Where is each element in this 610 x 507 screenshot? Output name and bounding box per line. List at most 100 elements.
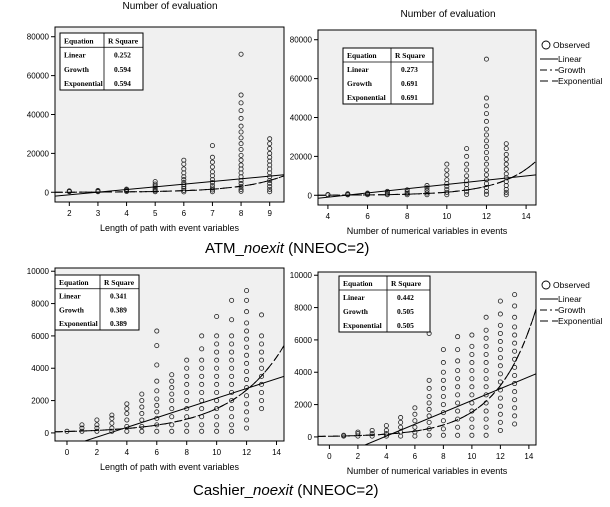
observed-point: [238, 115, 244, 121]
observed-point: [66, 188, 72, 194]
observed-point: [497, 322, 503, 328]
x-tick-label: 2: [95, 448, 100, 457]
observed-point: [184, 389, 190, 395]
observed-point: [244, 336, 250, 342]
observed-point: [503, 166, 509, 172]
observed-point: [199, 389, 205, 395]
observed-point: [455, 392, 461, 398]
observed-point: [199, 365, 205, 371]
y-tick-label: 40000: [290, 114, 313, 123]
observed-point: [483, 327, 489, 333]
observed-point: [440, 426, 446, 432]
observed-point: [238, 157, 244, 163]
table-r-square: 0.505: [397, 321, 414, 330]
observed-point: [267, 150, 273, 156]
observed-point: [512, 397, 518, 403]
table-header: Equation: [64, 36, 94, 45]
observed-point: [199, 357, 205, 363]
caption-cashier-italic: noexit: [253, 482, 294, 499]
observed-point: [455, 384, 461, 390]
observed-point: [169, 406, 175, 412]
observed-point: [229, 414, 235, 420]
observed-point: [238, 181, 244, 187]
y-tick-label: 20000: [290, 152, 313, 161]
observed-point: [259, 312, 265, 318]
observed-point: [139, 428, 145, 434]
observed-point: [244, 393, 250, 399]
observed-point: [238, 146, 244, 152]
table-equation: Exponential: [59, 319, 98, 328]
x-tick-label: 2: [356, 452, 361, 461]
x-tick-label: 12: [482, 212, 491, 221]
observed-point: [426, 419, 432, 425]
observed-point: [139, 391, 145, 397]
x-tick-label: 0: [65, 448, 70, 457]
observed-point: [154, 343, 160, 349]
observed-point: [154, 422, 160, 428]
r-square-table: Equation R Square Linear 0.273 Growth 0.691 Ex…: [342, 47, 434, 105]
observed-point: [209, 180, 215, 186]
observed-point: [444, 172, 450, 178]
table-r-square: 0.594: [114, 65, 131, 74]
observed-point: [229, 365, 235, 371]
observed-point: [238, 162, 244, 168]
x-tick-label: 0: [327, 452, 332, 461]
observed-point: [238, 188, 244, 194]
table-r-square: 0.341: [110, 292, 127, 301]
observed-point: [229, 297, 235, 303]
observed-point: [169, 385, 175, 391]
y-tick-label: 60000: [27, 72, 50, 81]
observed-point: [469, 351, 475, 357]
y-tick-label: 0: [45, 429, 50, 438]
observed-point: [154, 402, 160, 408]
observed-point: [199, 422, 205, 428]
x-tick-label: 3: [96, 209, 101, 218]
observed-point: [455, 358, 461, 364]
observed-point: [209, 143, 215, 149]
observed-point: [325, 191, 331, 197]
observed-point: [267, 141, 273, 147]
observed-point: [469, 360, 475, 366]
observed-point: [469, 392, 475, 398]
observed-point: [483, 144, 489, 150]
observed-point: [455, 376, 461, 382]
observed-point: [209, 164, 215, 170]
observed-point: [440, 347, 446, 353]
observed-point: [184, 381, 190, 387]
observed-point: [512, 292, 518, 298]
legend-observed-icon: [541, 40, 551, 50]
y-tick-label: 80000: [290, 36, 313, 45]
observed-point: [512, 314, 518, 320]
observed-point: [244, 297, 250, 303]
table-header: Equation: [347, 51, 377, 60]
observed-point: [229, 406, 235, 412]
y-tick-label: 60000: [290, 75, 313, 84]
fit-curve-growth: [55, 175, 284, 193]
observed-point: [124, 401, 130, 407]
observed-point: [244, 309, 250, 315]
observed-point: [497, 311, 503, 317]
table-equation: Growth: [347, 79, 373, 88]
data-layer: [318, 56, 536, 199]
observed-point: [455, 334, 461, 340]
observed-point: [483, 95, 489, 101]
observed-point: [209, 182, 215, 188]
y-tick-label: 20000: [27, 149, 50, 158]
observed-point: [214, 349, 220, 355]
observed-point: [214, 314, 220, 320]
y-tick-label: 80000: [27, 33, 50, 42]
observed-point: [497, 419, 503, 425]
observed-point: [214, 357, 220, 363]
caption-atm-italic: noexit: [243, 240, 284, 257]
y-tick-label: 6000: [31, 332, 49, 341]
y-tick-label: 8000: [294, 304, 312, 313]
observed-point: [497, 298, 503, 304]
observed-point: [464, 167, 470, 173]
observed-point: [483, 416, 489, 422]
observed-point: [229, 333, 235, 339]
observed-point: [497, 355, 503, 361]
observed-point: [464, 146, 470, 152]
chart-1: Number of evaluation 0 20000 40000 60000 8000…: [27, 1, 285, 233]
observed-point: [483, 155, 489, 161]
observed-point: [483, 172, 489, 178]
